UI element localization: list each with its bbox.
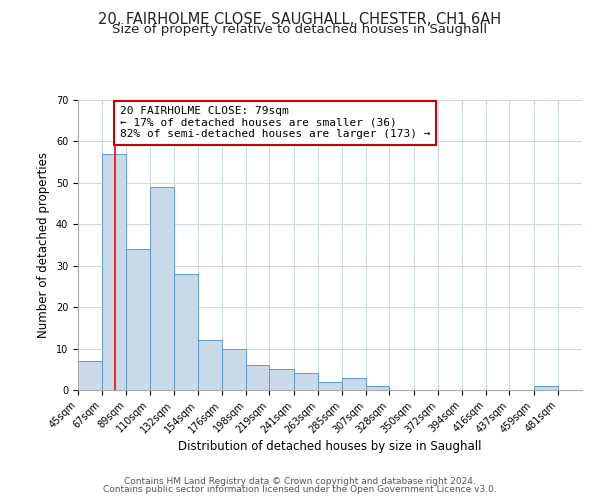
X-axis label: Distribution of detached houses by size in Saughall: Distribution of detached houses by size … — [178, 440, 482, 453]
Bar — [149, 187, 174, 390]
Bar — [269, 370, 293, 390]
Bar — [174, 274, 198, 390]
Bar — [293, 374, 318, 390]
Bar — [102, 154, 127, 390]
Bar — [533, 386, 558, 390]
Bar — [318, 382, 342, 390]
Text: 20, FAIRHOLME CLOSE, SAUGHALL, CHESTER, CH1 6AH: 20, FAIRHOLME CLOSE, SAUGHALL, CHESTER, … — [98, 12, 502, 28]
Text: 20 FAIRHOLME CLOSE: 79sqm
← 17% of detached houses are smaller (36)
82% of semi-: 20 FAIRHOLME CLOSE: 79sqm ← 17% of detac… — [120, 106, 430, 140]
Bar — [127, 249, 149, 390]
Text: Contains public sector information licensed under the Open Government Licence v3: Contains public sector information licen… — [103, 485, 497, 494]
Text: Contains HM Land Registry data © Crown copyright and database right 2024.: Contains HM Land Registry data © Crown c… — [124, 477, 476, 486]
Bar — [222, 348, 247, 390]
Bar — [247, 365, 269, 390]
Bar — [367, 386, 389, 390]
Bar — [198, 340, 222, 390]
Text: Size of property relative to detached houses in Saughall: Size of property relative to detached ho… — [112, 24, 488, 36]
Y-axis label: Number of detached properties: Number of detached properties — [37, 152, 50, 338]
Bar — [78, 361, 102, 390]
Bar — [342, 378, 367, 390]
